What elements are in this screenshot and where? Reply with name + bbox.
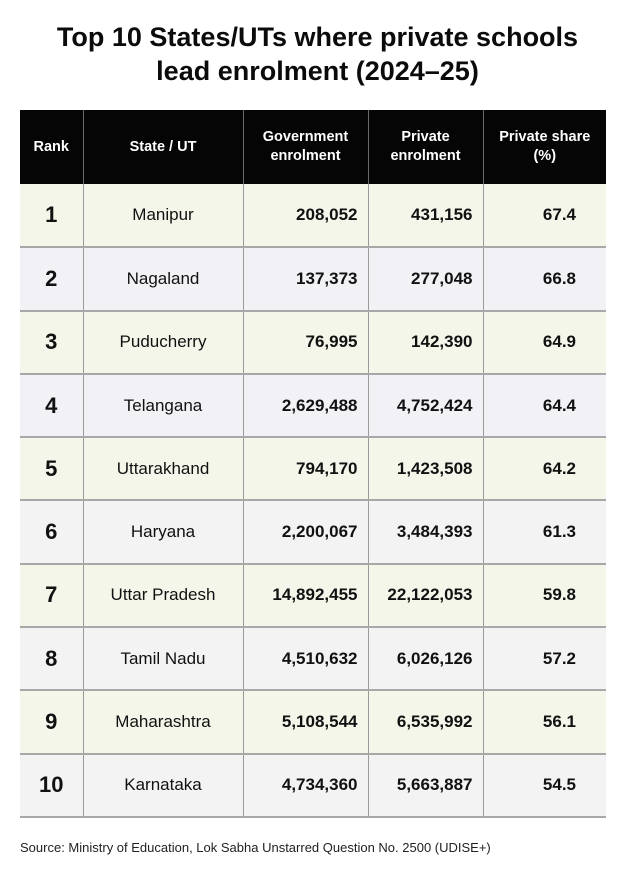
government-enrolment-cell: 794,170: [242, 437, 368, 502]
private-enrolment-cell: 4,752,424: [367, 373, 483, 439]
header-text: Government: [262, 129, 349, 145]
header-text: (%): [533, 148, 557, 164]
private-share-cell: 64.9: [482, 310, 606, 375]
private-share-cell: 54.5: [482, 753, 606, 818]
private-share-cell: 64.2: [482, 437, 606, 502]
rank-cell: 10: [20, 753, 83, 818]
table-row: 6 Haryana 2,200,067 3,484,393 61.3: [20, 500, 606, 565]
state-cell: Uttarakhand: [82, 437, 243, 502]
table-row: 7 Uttar Pradesh 14,892,455 22,122,053 59…: [20, 563, 606, 629]
header-private-share: Private share (%): [482, 110, 606, 184]
government-enrolment-cell: 4,734,360: [242, 753, 368, 818]
private-enrolment-cell: 142,390: [367, 310, 483, 375]
table-row: 3 Puducherry 76,995 142,390 64.9: [20, 310, 606, 375]
table-row: 9 Maharashtra 5,108,544 6,535,992 56.1: [20, 690, 606, 755]
table-row: 4 Telangana 2,629,488 4,752,424 64.4: [20, 373, 606, 439]
header-government-enrolment: Government enrolment: [242, 110, 368, 184]
enrolment-table: Rank State / UT Government enrolment Priv…: [20, 110, 606, 818]
private-enrolment-cell: 6,535,992: [367, 690, 483, 755]
header-rank: Rank: [20, 110, 83, 184]
header-text: enrolment: [270, 148, 341, 164]
private-share-cell: 56.1: [482, 690, 606, 755]
private-enrolment-cell: 3,484,393: [367, 500, 483, 565]
government-enrolment-cell: 14,892,455: [242, 563, 368, 629]
government-enrolment-cell: 208,052: [242, 184, 368, 249]
government-enrolment-cell: 137,373: [242, 247, 368, 312]
table-header: Rank State / UT Government enrolment Priv…: [20, 110, 606, 184]
private-enrolment-cell: 1,423,508: [367, 437, 483, 502]
rank-cell: 9: [20, 690, 83, 755]
rank-cell: 6: [20, 500, 83, 565]
private-share-cell: 57.2: [482, 627, 606, 692]
private-share-cell: 66.8: [482, 247, 606, 312]
table-row: 1 Manipur 208,052 431,156 67.4: [20, 184, 606, 249]
rank-cell: 5: [20, 437, 83, 502]
state-cell: Telangana: [82, 373, 243, 439]
table-row: 2 Nagaland 137,373 277,048 66.8: [20, 247, 606, 312]
rank-cell: 1: [20, 184, 83, 249]
private-share-cell: 59.8: [482, 563, 606, 629]
state-cell: Puducherry: [82, 310, 243, 375]
private-share-cell: 67.4: [482, 184, 606, 249]
table-row: 10 Karnataka 4,734,360 5,663,887 54.5: [20, 753, 606, 818]
state-cell: Tamil Nadu: [82, 627, 243, 692]
rank-cell: 7: [20, 563, 83, 629]
header-text: Private: [401, 129, 450, 145]
table-row: 8 Tamil Nadu 4,510,632 6,026,126 57.2: [20, 627, 606, 692]
private-enrolment-cell: 6,026,126: [367, 627, 483, 692]
private-enrolment-cell: 431,156: [367, 184, 483, 249]
private-enrolment-cell: 5,663,887: [367, 753, 483, 818]
state-cell: Manipur: [82, 184, 243, 249]
private-enrolment-cell: 277,048: [367, 247, 483, 312]
rank-cell: 2: [20, 247, 83, 312]
header-private-enrolment: Private enrolment: [367, 110, 483, 184]
government-enrolment-cell: 76,995: [242, 310, 368, 375]
state-cell: Maharashtra: [82, 690, 243, 755]
page-title: Top 10 States/UTs where private schools …: [0, 20, 635, 88]
table-row: 5 Uttarakhand 794,170 1,423,508 64.2: [20, 437, 606, 502]
title-line-2: lead enrolment (2024–25): [156, 56, 479, 86]
header-text: Private share: [499, 129, 591, 145]
private-enrolment-cell: 22,122,053: [367, 563, 483, 629]
state-cell: Nagaland: [82, 247, 243, 312]
rank-cell: 3: [20, 310, 83, 375]
state-cell: Uttar Pradesh: [82, 563, 243, 629]
rank-cell: 4: [20, 373, 83, 439]
private-share-cell: 64.4: [482, 373, 606, 439]
state-cell: Haryana: [82, 500, 243, 565]
table-body: 1 Manipur 208,052 431,156 67.4 2 Nagalan…: [20, 184, 606, 818]
government-enrolment-cell: 2,200,067: [242, 500, 368, 565]
header-state: State / UT: [82, 110, 243, 184]
state-cell: Karnataka: [82, 753, 243, 818]
government-enrolment-cell: 2,629,488: [242, 373, 368, 439]
government-enrolment-cell: 4,510,632: [242, 627, 368, 692]
header-text: enrolment: [390, 148, 461, 164]
title-line-1: Top 10 States/UTs where private schools: [56, 22, 579, 52]
source-note: Source: Ministry of Education, Lok Sabha…: [20, 840, 491, 855]
rank-cell: 8: [20, 627, 83, 692]
government-enrolment-cell: 5,108,544: [242, 690, 368, 755]
private-share-cell: 61.3: [482, 500, 606, 565]
